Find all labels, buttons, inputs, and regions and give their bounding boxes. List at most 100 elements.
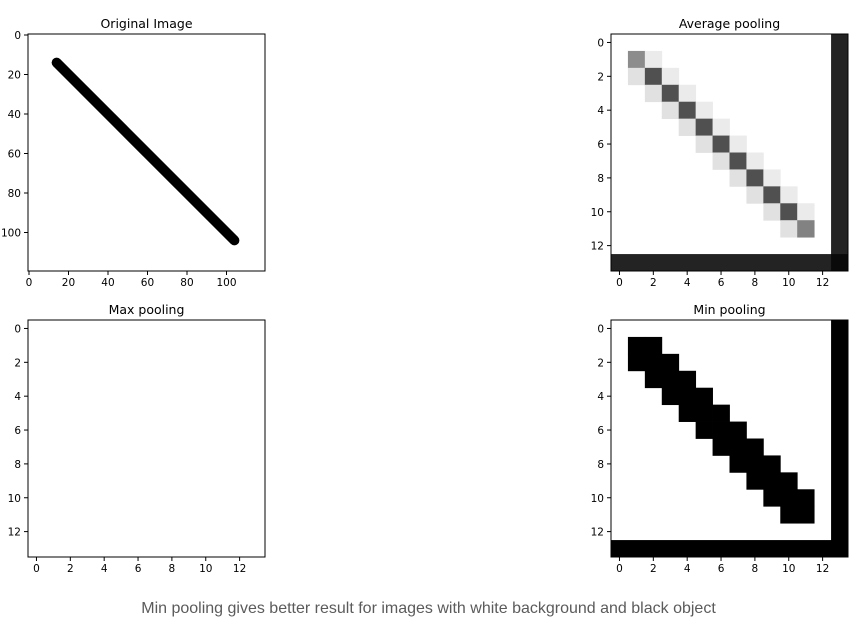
pooled-cell [661,67,680,86]
y-tick-label: 0 [597,37,604,49]
pooled-cell [678,118,697,136]
pooled-cell [695,101,713,120]
y-tick-label: 12 [591,241,604,253]
y-tick-label: 2 [597,357,604,369]
y-tick-label: 12 [8,527,21,539]
diagonal-line [51,57,240,246]
x-tick-label: 40 [101,277,114,289]
pooled-cell [712,421,730,439]
y-tick-label: 0 [14,323,21,335]
pooled-cell [746,438,764,456]
x-tick-label: 2 [650,277,657,289]
y-tick-label: 4 [597,105,604,117]
figure-caption: Min pooling gives better result for imag… [141,600,716,617]
pooled-corner-cell [831,540,848,557]
pooled-last-column [831,34,848,271]
pooled-cell [797,220,815,238]
pooled-cell [780,186,798,204]
x-tick-label: 0 [26,277,33,289]
pooled-cell [661,370,680,389]
x-tick-label: 12 [816,563,829,575]
x-tick-label: 4 [684,563,691,575]
pooled-cell [712,118,730,136]
pooled-cell [763,169,781,187]
y-tick-label: 0 [597,323,604,335]
pooled-cell [678,101,697,120]
pooled-cell [661,387,680,406]
pooled-cell [644,336,663,355]
x-tick-label: 10 [782,563,795,575]
pooled-cell [797,489,815,507]
pooled-cell [746,472,764,490]
y-tick-label: 60 [8,148,21,160]
pooled-cell [644,50,663,69]
pooled-cell [729,152,747,170]
pooled-cell [695,135,713,153]
x-tick-label: 12 [233,563,246,575]
pooled-cell [627,353,646,372]
y-tick-label: 10 [8,493,21,505]
y-tick-label: 4 [14,391,21,403]
panel-3: Max pooling 0 2 4 6 8 10 12 0 2 4 6 8 10 12 [8,302,266,575]
image-background [28,320,265,557]
pooled-cell [780,220,798,238]
axes-frame [610,33,849,272]
y-tick-label: 80 [8,188,21,200]
pooled-cell [763,472,781,490]
pooled-corner-cell [831,254,848,271]
y-tick-label: 20 [8,69,21,81]
x-tick-label: 2 [650,563,657,575]
pooled-cell [780,506,798,524]
x-tick-label: 10 [782,277,795,289]
pooled-cell [763,489,781,507]
panel-4: Min pooling 0 2 4 6 8 10 12 0 2 4 6 8 10 12 [591,302,849,575]
pooled-cell [780,472,798,490]
x-tick-label: 10 [199,563,212,575]
x-tick-label: 12 [816,277,829,289]
panel-1: Original Image 0 20 40 60 80 100 0 20 40 60 80 100 [1,16,266,289]
pooled-cell [763,455,781,473]
y-tick-label: 6 [597,425,604,437]
pooled-cell [746,186,764,204]
pooled-cell [644,370,663,389]
pooled-cell [627,50,646,69]
pooled-cell [661,353,680,372]
pooled-cell [627,67,646,86]
y-tick-label: 12 [591,527,604,539]
x-tick-label: 4 [101,563,108,575]
x-tick-label: 6 [718,277,725,289]
x-tick-label: 8 [169,563,176,575]
pooled-cell [712,135,730,153]
x-tick-label: 60 [141,277,154,289]
y-tick-label: 4 [597,391,604,403]
panel-title: Min pooling [693,302,765,317]
pooled-last-column [831,320,848,557]
pooled-cell [661,101,680,120]
pooled-cell [712,152,730,170]
pooled-cell [627,336,646,355]
pooled-last-row [611,540,848,557]
y-tick-label: 8 [14,459,21,471]
x-tick-label: 100 [216,277,236,289]
axes-frame [610,319,849,558]
pooled-cell [763,186,781,204]
pooled-cell [746,455,764,473]
pooled-cell [729,421,747,439]
pooled-cell [729,455,747,473]
axes-frame [27,319,266,558]
y-tick-label: 10 [591,493,604,505]
pooled-cell [695,421,713,439]
y-tick-label: 2 [14,357,21,369]
pooled-cell [695,118,713,136]
x-tick-label: 8 [752,277,759,289]
axes-frame [27,33,266,272]
x-tick-label: 6 [718,563,725,575]
y-tick-label: 6 [14,425,21,437]
pooled-cell [746,169,764,187]
x-tick-label: 20 [62,277,75,289]
y-tick-label: 40 [8,109,21,121]
pooled-cell [729,169,747,187]
pooled-cell [797,203,815,221]
x-tick-label: 2 [67,563,74,575]
panel-2: Average pooling 0 2 4 6 8 10 12 0 2 4 6 8 10 12 [591,16,849,289]
